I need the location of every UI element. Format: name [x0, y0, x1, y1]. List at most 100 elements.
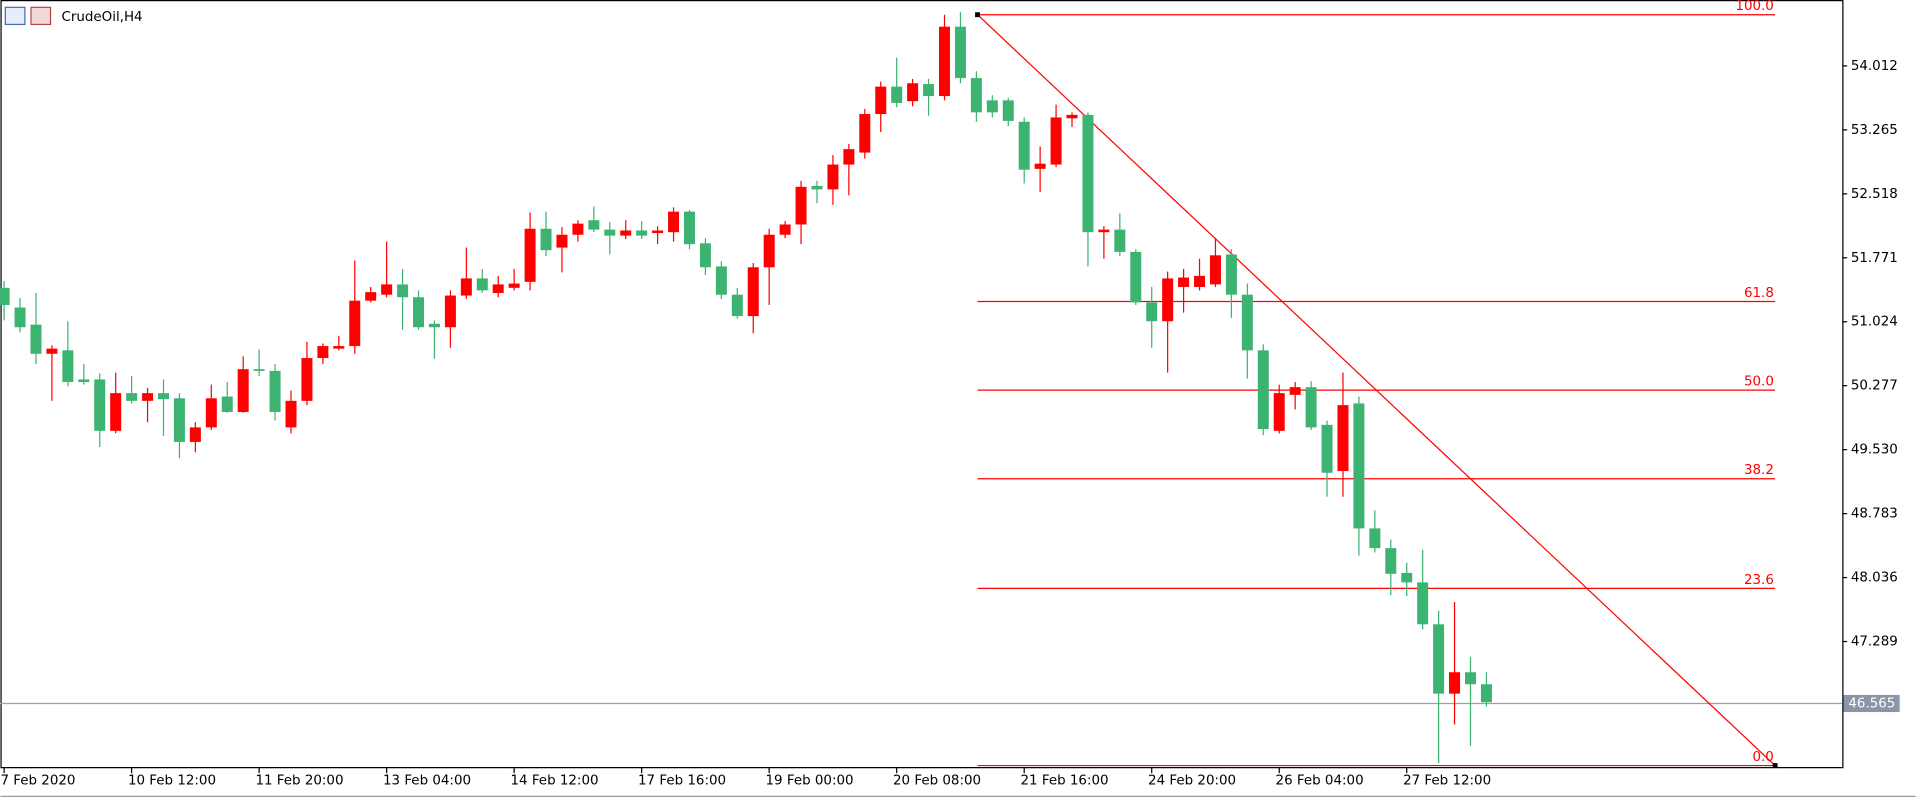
candle-body [1321, 424, 1333, 473]
fib-level-label: 38.2 [1744, 463, 1774, 478]
candle-body [1417, 582, 1429, 625]
candle-body [907, 83, 919, 102]
candle-body [46, 348, 58, 354]
candle-body [333, 346, 345, 349]
candle-body [1018, 121, 1030, 170]
candle-body [923, 84, 935, 97]
candle-body [747, 267, 759, 317]
candle-body [62, 350, 74, 383]
candle-body [269, 370, 281, 412]
candle-body [221, 396, 233, 412]
candle-body [763, 234, 775, 268]
candle-body [397, 284, 409, 298]
fib-level-label: 100.0 [1735, 0, 1773, 14]
candle-body [1130, 251, 1142, 303]
candle-body [1241, 294, 1253, 351]
candle-body [1305, 387, 1317, 428]
last-price-label: 46.565 [1848, 696, 1895, 711]
candle-body [492, 284, 504, 293]
candle-body [253, 369, 265, 371]
candle-body [1273, 393, 1285, 431]
candle-body [444, 295, 456, 328]
candle-body [986, 100, 998, 113]
candle-body [939, 26, 950, 97]
candle-body [636, 230, 648, 236]
candle-body [365, 292, 377, 301]
candle-body [668, 211, 680, 233]
y-tick-label: 51.771 [1851, 251, 1898, 266]
candle-body [460, 278, 472, 296]
y-tick-label: 54.012 [1851, 59, 1898, 74]
candle-body [1353, 403, 1365, 529]
candle-body [683, 211, 695, 245]
candle-body [731, 294, 743, 317]
candle-body [524, 228, 536, 282]
candle-body [110, 393, 122, 431]
candle-body [1146, 302, 1158, 322]
candle-body [1480, 684, 1492, 703]
candle-body [205, 398, 217, 428]
x-tick-label: 17 Feb 16:00 [638, 773, 726, 788]
candle-body [1257, 350, 1269, 430]
candle-body [142, 393, 154, 401]
candle-body [1464, 672, 1476, 685]
x-tick-label: 21 Feb 16:00 [1021, 773, 1109, 788]
fib-anchor [1772, 763, 1778, 769]
fib-trend-line [977, 14, 1776, 767]
candle-body [1385, 548, 1397, 574]
fib-level-label: 61.8 [1744, 286, 1774, 301]
candle-body [588, 220, 600, 230]
candle-body [126, 393, 138, 401]
candle-body [1002, 100, 1014, 121]
candle-body [476, 278, 488, 291]
candle-body [158, 393, 169, 400]
candle-body [1114, 229, 1126, 252]
candle-body [604, 229, 616, 236]
candle-body [94, 379, 106, 431]
candle-body [1098, 229, 1110, 233]
candle-body [699, 243, 711, 268]
candle-body [1401, 572, 1413, 583]
candle-body [1178, 277, 1190, 287]
candle-body [301, 358, 313, 401]
candle-body [285, 400, 297, 428]
candle-body [715, 266, 727, 295]
chart-title: CrudeOil,H4 [62, 10, 143, 25]
candle-body [14, 307, 26, 328]
x-tick-label: 20 Feb 08:00 [893, 773, 981, 788]
candle-body [556, 234, 568, 248]
candle-body [859, 114, 871, 153]
x-tick-label: 7 Feb 2020 [0, 773, 75, 788]
y-tick-label: 49.530 [1851, 443, 1898, 458]
icon-window [4, 6, 26, 26]
candle-body [1289, 387, 1301, 395]
candle-body [189, 427, 201, 442]
x-tick-label: 24 Feb 20:00 [1148, 773, 1236, 788]
y-tick-label: 52.518 [1851, 187, 1898, 202]
y-tick-label: 48.036 [1851, 571, 1898, 586]
fib-level-label: 50.0 [1744, 375, 1774, 390]
candle-body [1082, 114, 1094, 233]
candle-body [843, 149, 855, 165]
candle-body [572, 223, 584, 235]
y-tick-label: 47.289 [1851, 635, 1898, 650]
y-tick-label: 53.265 [1851, 123, 1898, 138]
candle-body [811, 185, 823, 190]
x-tick-label: 10 Feb 12:00 [128, 773, 216, 788]
candle-body [827, 164, 839, 190]
candle-body [1337, 405, 1349, 472]
last-price-box [1843, 694, 1900, 713]
candle-body [508, 283, 520, 288]
candle-body [1209, 255, 1221, 285]
candle-body [1066, 114, 1078, 119]
candle-body [620, 230, 632, 236]
x-tick-label: 19 Feb 00:00 [766, 773, 854, 788]
candle-body [875, 86, 887, 115]
candle-body [173, 398, 185, 442]
candle-body [1225, 254, 1237, 295]
candle-body [652, 230, 664, 234]
candle-body [413, 297, 425, 328]
candle-body [317, 346, 329, 359]
